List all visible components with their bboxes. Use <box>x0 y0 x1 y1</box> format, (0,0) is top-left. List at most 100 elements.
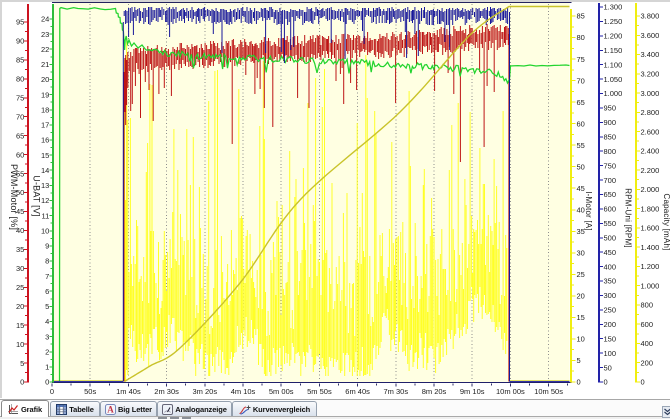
svg-text:3: 3 <box>45 332 49 341</box>
svg-text:10: 10 <box>16 340 24 349</box>
svg-text:85: 85 <box>16 56 24 65</box>
svg-text:60: 60 <box>16 150 24 159</box>
svg-text:20: 20 <box>577 292 585 301</box>
svg-text:0: 0 <box>641 378 645 387</box>
svg-text:35: 35 <box>577 227 585 236</box>
svg-text:I-Motor [A]: I-Motor [A] <box>584 191 593 231</box>
svg-text:A: A <box>107 405 114 415</box>
svg-text:40: 40 <box>16 226 24 235</box>
svg-text:600: 600 <box>604 205 617 214</box>
svg-text:1.150: 1.150 <box>604 46 623 55</box>
svg-text:25: 25 <box>577 270 585 279</box>
svg-text:35: 35 <box>16 245 24 254</box>
svg-text:5: 5 <box>45 302 49 311</box>
svg-text:2.000: 2.000 <box>641 185 660 194</box>
svg-text:1: 1 <box>45 363 49 372</box>
svg-text:19: 19 <box>41 90 49 99</box>
svg-text:550: 550 <box>604 219 617 228</box>
svg-text:U-BAT [V]: U-BAT [V] <box>32 175 42 216</box>
svg-text:4m 10s: 4m 10s <box>231 387 256 396</box>
svg-text:95: 95 <box>16 18 24 27</box>
svg-text:65: 65 <box>577 98 585 107</box>
svg-text:1.250: 1.250 <box>604 17 623 26</box>
svg-text:90: 90 <box>16 37 24 46</box>
svg-text:75: 75 <box>577 55 585 64</box>
svg-text:50: 50 <box>16 188 24 197</box>
svg-text:0: 0 <box>604 378 608 387</box>
svg-text:2.800: 2.800 <box>641 108 660 117</box>
svg-text:55: 55 <box>577 141 585 150</box>
svg-text:100: 100 <box>604 349 617 358</box>
svg-text:500: 500 <box>604 233 617 242</box>
svg-text:75: 75 <box>16 93 24 102</box>
svg-text:1.000: 1.000 <box>604 89 623 98</box>
svg-text:200: 200 <box>641 358 654 367</box>
svg-text:3.200: 3.200 <box>641 69 660 78</box>
svg-text:0: 0 <box>577 378 581 387</box>
svg-text:14: 14 <box>41 166 49 175</box>
svg-text:400: 400 <box>641 339 654 348</box>
svg-text:0: 0 <box>50 387 54 396</box>
svg-text:3.400: 3.400 <box>641 50 660 59</box>
svg-text:60: 60 <box>577 119 585 128</box>
svg-text:800: 800 <box>641 301 654 310</box>
svg-text:2.400: 2.400 <box>641 147 660 156</box>
svg-text:150: 150 <box>604 334 617 343</box>
svg-text:21: 21 <box>41 60 49 69</box>
svg-text:2.600: 2.600 <box>641 127 660 136</box>
svg-text:3.000: 3.000 <box>641 89 660 98</box>
svg-text:5: 5 <box>577 356 581 365</box>
svg-text:20: 20 <box>41 75 49 84</box>
svg-text:22: 22 <box>41 45 49 54</box>
svg-text:3m 20s: 3m 20s <box>192 387 217 396</box>
svg-text:15: 15 <box>41 151 49 160</box>
svg-text:1.300: 1.300 <box>604 3 623 12</box>
svg-text:80: 80 <box>577 33 585 42</box>
svg-text:900: 900 <box>604 118 617 127</box>
svg-text:1.200: 1.200 <box>604 32 623 41</box>
svg-text:6m 40s: 6m 40s <box>345 387 370 396</box>
svg-text:5: 5 <box>20 359 24 368</box>
svg-text:17: 17 <box>41 121 49 130</box>
svg-text:45: 45 <box>16 207 24 216</box>
svg-text:250: 250 <box>604 306 617 315</box>
svg-text:1.400: 1.400 <box>641 243 660 252</box>
svg-text:50: 50 <box>604 363 612 372</box>
svg-text:18: 18 <box>41 105 49 114</box>
svg-text:3.800: 3.800 <box>641 12 660 21</box>
svg-text:65: 65 <box>16 131 24 140</box>
svg-text:400: 400 <box>604 262 617 271</box>
svg-text:15: 15 <box>577 313 585 322</box>
svg-text:1.800: 1.800 <box>641 204 660 213</box>
svg-text:300: 300 <box>604 291 617 300</box>
svg-text:10m 00s: 10m 00s <box>496 387 525 396</box>
svg-text:23: 23 <box>41 30 49 39</box>
svg-text:3.600: 3.600 <box>641 31 660 40</box>
svg-text:4: 4 <box>45 317 49 326</box>
svg-text:55: 55 <box>16 169 24 178</box>
svg-text:1.100: 1.100 <box>604 60 623 69</box>
svg-text:2.200: 2.200 <box>641 166 660 175</box>
svg-text:1.200: 1.200 <box>641 262 660 271</box>
svg-text:5m 50s: 5m 50s <box>307 387 332 396</box>
svg-text:350: 350 <box>604 277 617 286</box>
svg-text:40: 40 <box>577 205 585 214</box>
svg-text:15: 15 <box>16 321 24 330</box>
svg-text:650: 650 <box>604 190 617 199</box>
svg-text:85: 85 <box>577 12 585 21</box>
svg-text:1.000: 1.000 <box>641 281 660 290</box>
svg-text:50: 50 <box>577 162 585 171</box>
svg-text:2m 30s: 2m 30s <box>154 387 179 396</box>
svg-text:10: 10 <box>577 335 585 344</box>
svg-text:Capacity [mAh]: Capacity [mAh] <box>662 193 670 250</box>
svg-text:2: 2 <box>45 347 49 356</box>
svg-text:50s: 50s <box>84 387 96 396</box>
svg-text:600: 600 <box>641 320 654 329</box>
svg-text:9: 9 <box>45 242 49 251</box>
svg-text:200: 200 <box>604 320 617 329</box>
svg-text:30: 30 <box>577 249 585 258</box>
svg-text:6: 6 <box>45 287 49 296</box>
svg-text:1m 40s: 1m 40s <box>116 387 141 396</box>
svg-text:70: 70 <box>16 112 24 121</box>
svg-text:7: 7 <box>45 272 49 281</box>
